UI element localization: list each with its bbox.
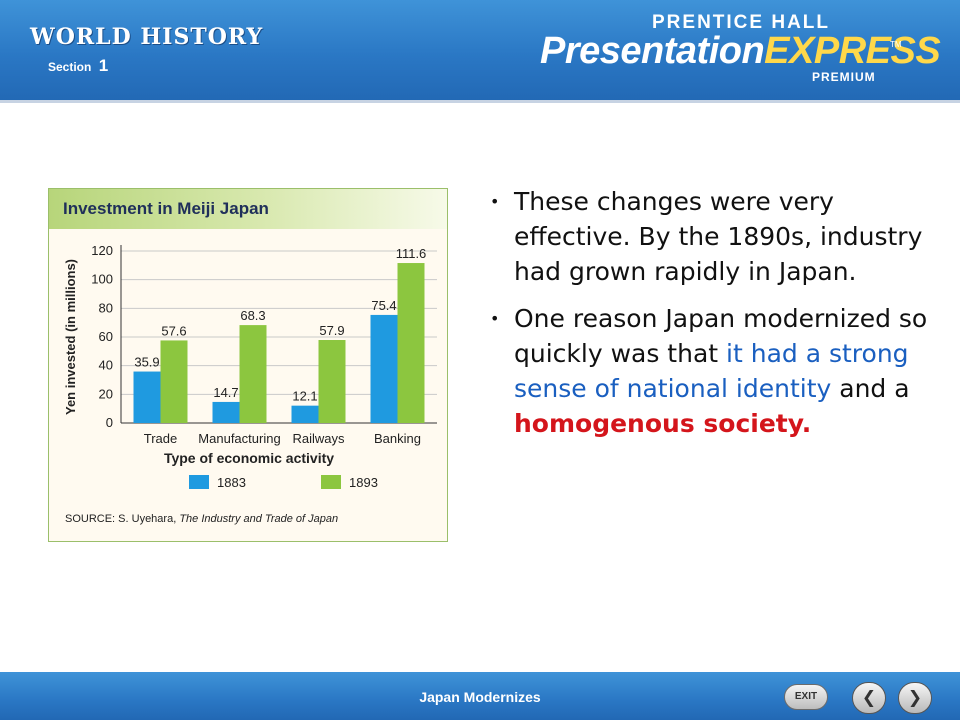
bar xyxy=(370,314,398,423)
bar xyxy=(318,340,346,423)
x-tick-label: Banking xyxy=(374,431,421,446)
legend-label: 1883 xyxy=(217,475,246,490)
section-label: Section xyxy=(48,60,92,74)
bullet-list: • These changes were very effective. By t… xyxy=(490,184,930,453)
bullet-text-segment: These changes were very effective. By th… xyxy=(514,187,923,286)
bar xyxy=(133,371,161,423)
bullet-dot: • xyxy=(490,309,500,328)
bullet-text-segment: One reason Japan modernized so quickly w… xyxy=(514,304,928,368)
header-divider xyxy=(0,100,960,103)
bar xyxy=(239,325,267,423)
edition-label: PREMIUM xyxy=(812,70,876,84)
bar xyxy=(160,340,188,423)
x-axis-label: Type of economic activity xyxy=(164,450,334,466)
data-label: 68.3 xyxy=(240,308,265,323)
chart-title: Investment in Meiji Japan xyxy=(63,199,269,218)
header-bar xyxy=(0,0,960,103)
data-label: 12.1 xyxy=(292,389,317,404)
bar-chart: 0 20 40 60 80 100 120 Yen invested (in millions… xyxy=(63,243,437,490)
y-tick-label: 100 xyxy=(91,272,113,287)
data-label: 35.9 xyxy=(134,355,159,370)
section-indicator: Section 1 xyxy=(48,56,108,76)
exit-button[interactable]: EXIT xyxy=(784,684,828,710)
data-label: 75.4 xyxy=(371,298,396,313)
bar xyxy=(397,263,425,423)
trademark-mark: TM xyxy=(890,40,902,49)
bullet-text-segment: it had a strong sense of national identi… xyxy=(514,339,909,403)
chart-source: SOURCE: S. Uyehara, The Industry and Tra… xyxy=(65,513,338,525)
y-tick-label: 0 xyxy=(106,415,113,430)
bullet-text-segment: homogenous society. xyxy=(514,409,812,438)
bar xyxy=(291,405,319,423)
x-tick-label: Railways xyxy=(292,431,345,446)
y-tick-label: 60 xyxy=(99,329,113,344)
legend-label: 1893 xyxy=(349,475,378,490)
product-accent: EXPRESS xyxy=(764,30,941,72)
legend-swatch xyxy=(189,475,209,489)
previous-button[interactable]: ❮ xyxy=(852,682,886,714)
y-tick-label: 120 xyxy=(91,243,113,258)
chart-card: Investment in Meiji Japan 0 20 40 60 80 100 12… xyxy=(48,188,448,542)
y-axis-label: Yen invested (in millions) xyxy=(63,259,78,415)
y-tick-label: 20 xyxy=(99,386,113,401)
product-logo: PresentationEXPRESS xyxy=(540,30,941,73)
footer-title: Japan Modernizes xyxy=(419,689,541,705)
data-label: 57.9 xyxy=(319,323,344,338)
chart-source-prefix: SOURCE: S. Uyehara, xyxy=(65,513,180,525)
bar xyxy=(212,401,240,423)
bullet-item: • One reason Japan modernized so quickly … xyxy=(490,301,930,441)
data-label: 57.6 xyxy=(161,323,186,338)
chart-title-bar xyxy=(49,189,447,229)
data-label: 14.7 xyxy=(213,385,238,400)
y-tick-label: 40 xyxy=(99,358,113,373)
next-button[interactable]: ❯ xyxy=(898,682,932,714)
bullet-text-segment: and a xyxy=(831,374,910,403)
y-tick-label: 80 xyxy=(99,300,113,315)
bullet-item: • These changes were very effective. By t… xyxy=(490,184,930,289)
publisher-logo: PRENTICE HALL xyxy=(652,12,830,33)
x-tick-label: Trade xyxy=(144,431,177,446)
bullet-dot: • xyxy=(490,192,500,211)
brand-logo: WORLD HISTORY xyxy=(30,24,264,50)
section-number: 1 xyxy=(98,56,109,75)
legend-swatch xyxy=(321,475,341,489)
chart-source-title: The Industry and Trade of Japan xyxy=(179,513,339,525)
x-tick-label: Manufacturing xyxy=(198,431,280,446)
data-label: 111.6 xyxy=(396,246,427,261)
product-main: Presentation xyxy=(540,30,765,72)
